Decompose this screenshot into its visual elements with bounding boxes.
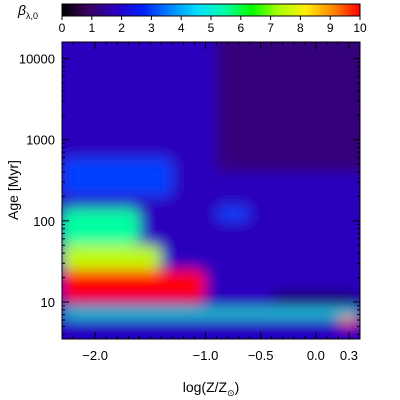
heatmap-region	[62, 208, 140, 246]
heatmap-region	[337, 317, 360, 327]
colorbar-tick-label: 1	[88, 21, 95, 35]
colorbar-tick-label: 7	[267, 21, 274, 35]
plot-frame	[61, 41, 361, 340]
y-tick-label: 10000	[19, 52, 55, 67]
heatmap-region	[62, 334, 360, 339]
colorbar-tick-label: 0	[59, 21, 66, 35]
colorbar-label-symbol: β	[17, 2, 26, 18]
x-tick-label: 0.0	[307, 348, 325, 363]
colorbar-tick-label: 8	[297, 21, 304, 35]
heatmap-region	[271, 292, 360, 303]
colorbar-bar	[61, 3, 361, 17]
x-axis-label: log(Z/Z⊙)	[183, 379, 240, 398]
colorbar-label: βλ,0	[17, 2, 38, 21]
y-axis-ticks: 10 100 1000 10000	[19, 52, 360, 335]
x-axis-label-suffix: )	[235, 379, 240, 395]
x-tick-label: 0.3	[340, 348, 358, 363]
heatmap-field	[62, 42, 360, 339]
heatmap-region	[216, 42, 360, 173]
colorbar: βλ,0 0 1 2 3 4 5 6 7 8 9 10	[17, 2, 367, 35]
heatmap-region	[62, 245, 162, 270]
colorbar-tick-label: 10	[353, 21, 367, 35]
heatmap-region	[62, 269, 206, 303]
x-tick-label: −0.5	[248, 348, 274, 363]
colorbar-tick-label: 6	[237, 21, 244, 35]
plot-area: −2.0 −1.0 −0.5 0.0 0.3 10 100 1000 10000	[19, 41, 361, 363]
colorbar-tick-label: 2	[118, 21, 125, 35]
heatmap-region	[216, 206, 250, 221]
heatmap-region	[62, 157, 173, 197]
y-tick-label: 1000	[26, 133, 55, 148]
x-tick-label: −2.0	[82, 348, 108, 363]
x-axis-label-main: log(Z/Z	[183, 379, 228, 395]
y-axis-label: Age [Myr]	[5, 160, 21, 220]
heatmap-region	[62, 309, 360, 318]
colorbar-ticks: 0 1 2 3 4 5 6 7 8 9 10	[59, 16, 367, 35]
y-tick-label: 10	[41, 295, 55, 310]
x-axis-ticks: −2.0 −1.0 −0.5 0.0 0.3	[72, 42, 358, 363]
colorbar-label-subscript: λ,0	[26, 11, 38, 21]
colorbar-tick-label: 4	[178, 21, 185, 35]
x-tick-label: −1.0	[193, 348, 219, 363]
x-axis-label-subscript: ⊙	[227, 388, 235, 398]
colorbar-tick-label: 5	[208, 21, 215, 35]
colorbar-tick-label: 9	[327, 21, 334, 35]
y-tick-label: 100	[33, 214, 55, 229]
colorbar-tick-label: 3	[148, 21, 155, 35]
